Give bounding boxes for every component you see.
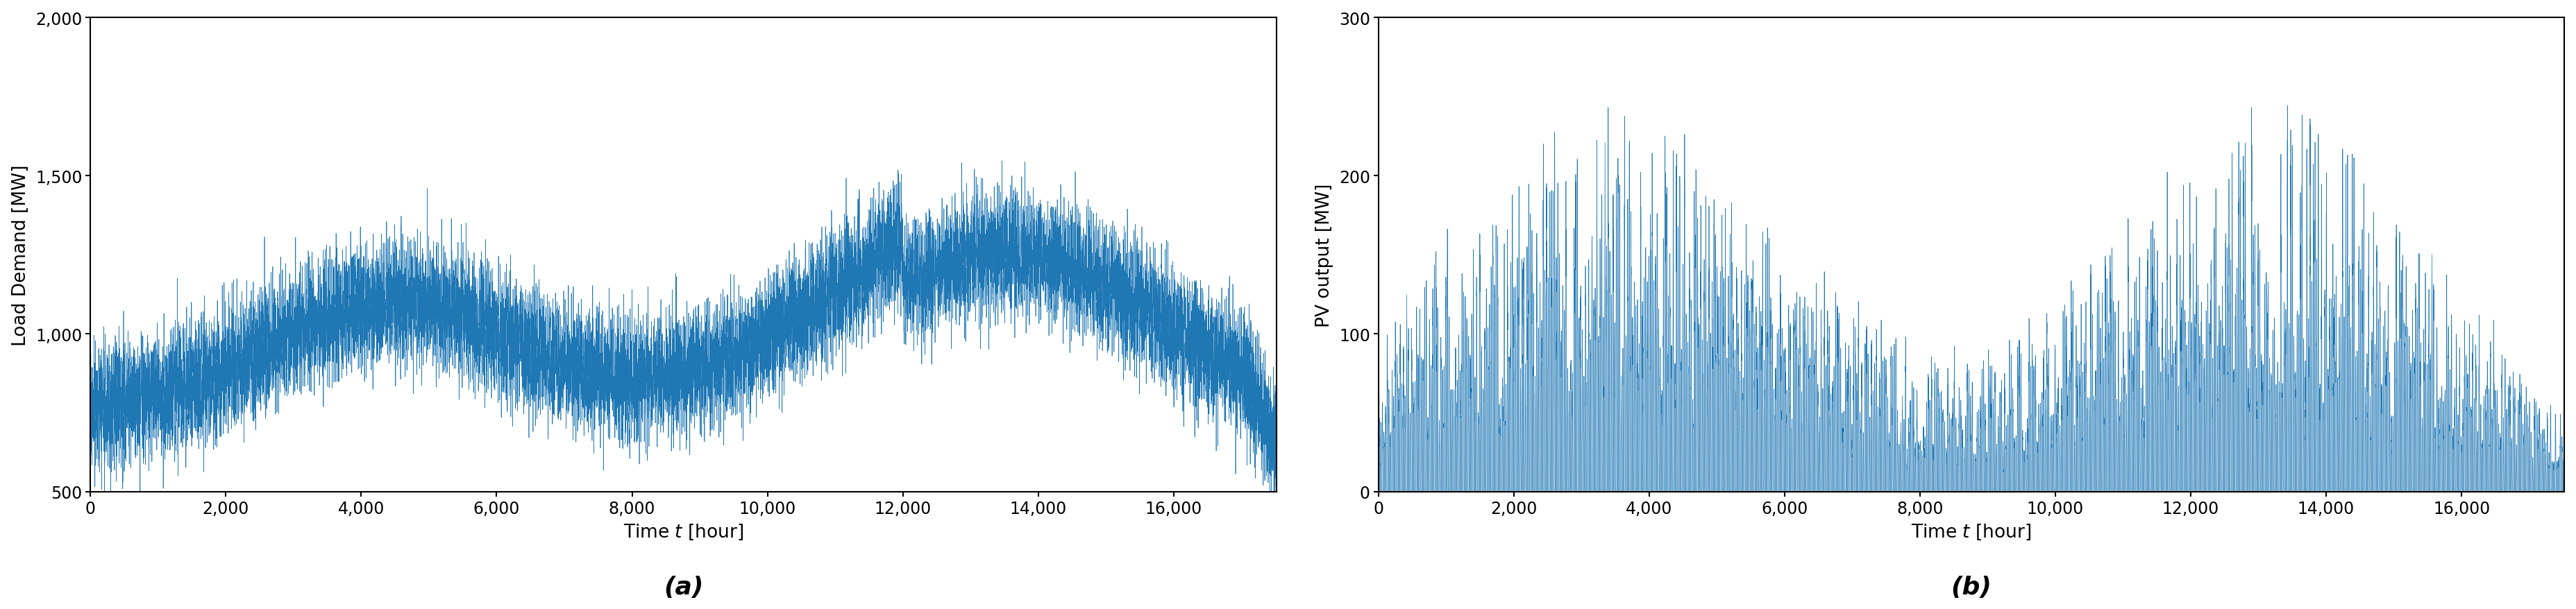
Text: (b): (b) bbox=[1950, 575, 1991, 599]
X-axis label: Time $t$ [hour]: Time $t$ [hour] bbox=[1911, 523, 2032, 541]
X-axis label: Time $t$ [hour]: Time $t$ [hour] bbox=[623, 523, 744, 541]
Text: (a): (a) bbox=[665, 575, 703, 599]
Y-axis label: PV output [MW]: PV output [MW] bbox=[1316, 183, 1334, 327]
Y-axis label: Load Demand [MW]: Load Demand [MW] bbox=[10, 164, 28, 345]
